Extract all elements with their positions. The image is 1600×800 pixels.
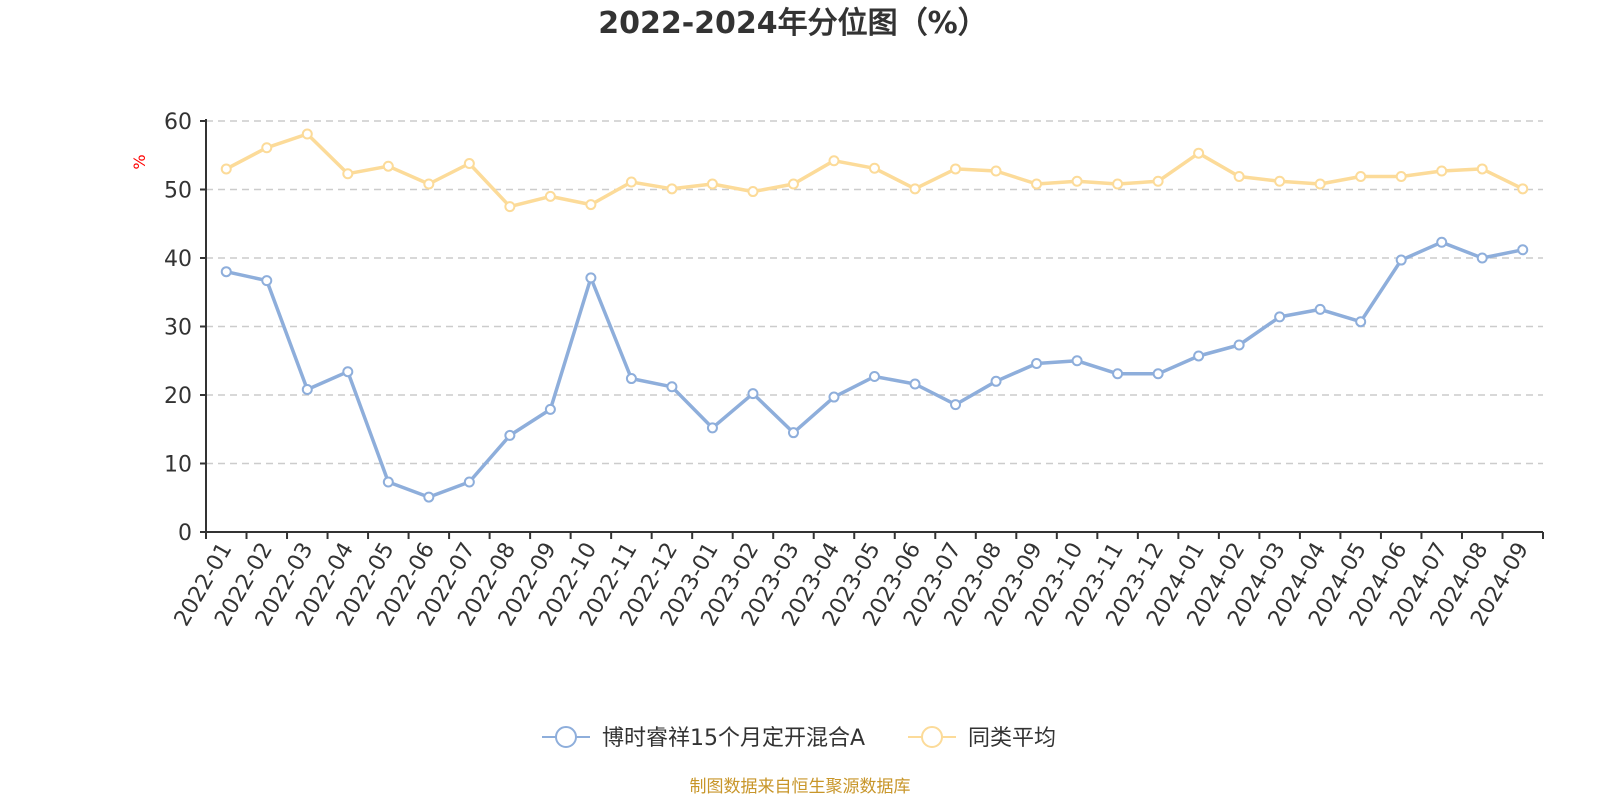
data-point[interactable] bbox=[342, 168, 354, 180]
legend-item-fund[interactable]: 博时睿祥15个月定开混合A bbox=[542, 726, 865, 751]
data-point[interactable] bbox=[1476, 163, 1488, 175]
data-point[interactable] bbox=[747, 186, 759, 198]
data-point[interactable] bbox=[828, 155, 840, 167]
data-point[interactable] bbox=[544, 190, 556, 202]
y-tick-label: 0 bbox=[178, 521, 192, 546]
data-point[interactable] bbox=[950, 399, 962, 411]
data-point[interactable] bbox=[1193, 350, 1205, 362]
data-point[interactable] bbox=[909, 378, 921, 390]
data-point[interactable] bbox=[1193, 147, 1205, 159]
data-point[interactable] bbox=[1517, 183, 1529, 195]
data-point[interactable] bbox=[869, 371, 880, 383]
y-tick-label: 60 bbox=[164, 110, 192, 135]
data-point[interactable] bbox=[1274, 175, 1286, 187]
legend-swatch-marker bbox=[921, 726, 943, 748]
y-tick-label: 40 bbox=[164, 247, 192, 272]
data-point[interactable] bbox=[869, 162, 880, 174]
data-point[interactable] bbox=[1031, 357, 1043, 369]
data-point[interactable] bbox=[1314, 178, 1326, 190]
data-point[interactable] bbox=[504, 429, 516, 441]
data-point[interactable] bbox=[787, 178, 799, 190]
data-point[interactable] bbox=[1517, 244, 1529, 256]
data-point[interactable] bbox=[666, 381, 678, 393]
series-line bbox=[224, 240, 1525, 499]
y-tick-label: 50 bbox=[164, 179, 192, 204]
data-point[interactable] bbox=[301, 128, 313, 140]
data-point[interactable] bbox=[1071, 175, 1083, 187]
data-point[interactable] bbox=[220, 163, 232, 175]
x-axis-ticks: 2022-012022-022022-032022-042022-052022-… bbox=[170, 532, 1544, 631]
legend-label-fund: 博时睿祥15个月定开混合A bbox=[602, 726, 865, 751]
chart-title: 2022-2024年分位图（%） bbox=[598, 6, 988, 41]
legend-item-peer-average[interactable]: 同类平均 bbox=[908, 726, 1056, 751]
data-point[interactable] bbox=[423, 491, 435, 503]
data-point[interactable] bbox=[1152, 368, 1164, 380]
data-point[interactable] bbox=[1355, 170, 1367, 182]
data-point[interactable] bbox=[585, 272, 597, 284]
y-axis-ticks: 0 10 20 30 40 50 60 bbox=[164, 110, 206, 546]
legend-swatch-marker bbox=[555, 726, 577, 748]
legend: 博时睿祥15个月定开混合A 同类平均 bbox=[542, 726, 1056, 751]
series-lines bbox=[220, 128, 1529, 503]
data-source-note: 制图数据来自恒生聚源数据库 bbox=[690, 777, 911, 797]
data-point[interactable] bbox=[301, 384, 313, 396]
data-point[interactable] bbox=[261, 275, 273, 287]
data-point[interactable] bbox=[828, 391, 840, 403]
data-point[interactable] bbox=[463, 157, 475, 169]
data-point[interactable] bbox=[585, 199, 597, 211]
data-point[interactable] bbox=[1112, 368, 1124, 380]
data-point[interactable] bbox=[1274, 311, 1286, 323]
data-point[interactable] bbox=[1314, 303, 1326, 315]
series-peer-average bbox=[220, 128, 1529, 213]
y-tick-label: 20 bbox=[164, 384, 192, 409]
data-point[interactable] bbox=[504, 201, 516, 213]
data-point[interactable] bbox=[382, 160, 394, 172]
data-point[interactable] bbox=[747, 388, 759, 400]
data-point[interactable] bbox=[1476, 252, 1488, 264]
data-point[interactable] bbox=[1436, 165, 1448, 177]
data-point[interactable] bbox=[220, 266, 232, 278]
data-point[interactable] bbox=[1233, 339, 1245, 351]
y-tick-label: 30 bbox=[164, 316, 192, 341]
data-point[interactable] bbox=[625, 373, 637, 385]
data-point[interactable] bbox=[706, 422, 718, 434]
data-point[interactable] bbox=[423, 178, 435, 190]
series-fund bbox=[220, 236, 1529, 503]
data-point[interactable] bbox=[463, 476, 475, 488]
data-point[interactable] bbox=[261, 142, 273, 154]
data-point[interactable] bbox=[787, 427, 799, 439]
data-point[interactable] bbox=[1071, 355, 1083, 367]
data-point[interactable] bbox=[625, 176, 637, 188]
data-point[interactable] bbox=[1152, 175, 1164, 187]
data-point[interactable] bbox=[1233, 170, 1245, 182]
data-point[interactable] bbox=[990, 165, 1002, 177]
data-point[interactable] bbox=[1031, 178, 1043, 190]
data-point[interactable] bbox=[544, 403, 556, 415]
data-point[interactable] bbox=[1395, 170, 1407, 182]
y-tick-label: 10 bbox=[164, 453, 192, 478]
data-point[interactable] bbox=[1112, 178, 1124, 190]
data-point[interactable] bbox=[1395, 254, 1407, 266]
data-point[interactable] bbox=[666, 183, 678, 195]
data-point[interactable] bbox=[990, 375, 1002, 387]
data-point[interactable] bbox=[342, 366, 354, 378]
data-point[interactable] bbox=[1436, 236, 1448, 248]
data-point[interactable] bbox=[706, 178, 718, 190]
data-point[interactable] bbox=[950, 163, 962, 175]
data-point[interactable] bbox=[909, 183, 921, 195]
y-axis-unit-label: % bbox=[130, 154, 149, 169]
data-point[interactable] bbox=[1355, 316, 1367, 328]
legend-label-peer-average: 同类平均 bbox=[968, 726, 1056, 751]
data-point[interactable] bbox=[382, 476, 394, 488]
